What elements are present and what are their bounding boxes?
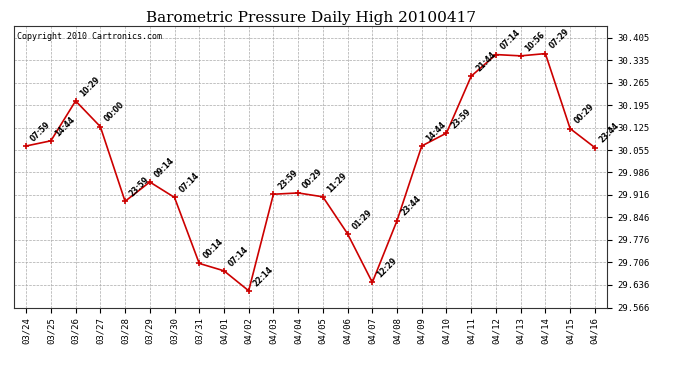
Text: 21:44: 21:44 (474, 50, 497, 74)
Text: 22:14: 22:14 (251, 265, 275, 288)
Text: 00:14: 00:14 (202, 237, 226, 261)
Text: 14:44: 14:44 (54, 115, 77, 138)
Text: 07:59: 07:59 (29, 120, 52, 143)
Text: 10:29: 10:29 (79, 75, 102, 98)
Text: 00:29: 00:29 (573, 102, 596, 126)
Text: 07:14: 07:14 (499, 28, 522, 52)
Text: 12:29: 12:29 (375, 256, 399, 280)
Text: 11:29: 11:29 (326, 171, 349, 194)
Title: Barometric Pressure Daily High 20100417: Barometric Pressure Daily High 20100417 (146, 11, 475, 25)
Text: 10:56: 10:56 (524, 30, 546, 53)
Text: 23:59: 23:59 (128, 175, 151, 198)
Text: 00:00: 00:00 (103, 100, 126, 124)
Text: 01:29: 01:29 (351, 208, 374, 231)
Text: Copyright 2010 Cartronics.com: Copyright 2010 Cartronics.com (17, 32, 161, 41)
Text: 23:59: 23:59 (276, 168, 299, 192)
Text: 23:44: 23:44 (598, 122, 621, 145)
Text: 07:14: 07:14 (177, 171, 201, 195)
Text: 23:44: 23:44 (400, 194, 423, 218)
Text: 14:44: 14:44 (424, 120, 448, 143)
Text: 07:29: 07:29 (548, 27, 572, 51)
Text: 00:29: 00:29 (301, 167, 324, 190)
Text: 07:14: 07:14 (227, 244, 250, 268)
Text: 23:59: 23:59 (449, 107, 473, 130)
Text: 09:14: 09:14 (152, 156, 176, 179)
